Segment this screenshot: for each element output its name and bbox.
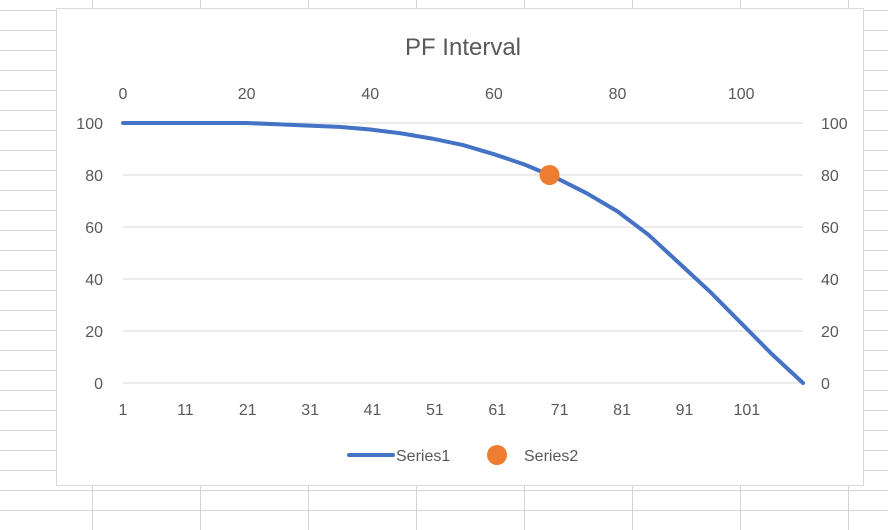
legend-series1-label: Series1 [396, 448, 450, 465]
x-tick-primary: 51 [426, 402, 444, 419]
x-tick-secondary: 0 [119, 86, 128, 103]
chart-area[interactable]: 1 11 21 31 41 51 61 71 81 91 101 0 20 40 60 80 100 0 20 4… [56, 8, 864, 486]
series1-line [121, 121, 805, 385]
x-tick-primary: 61 [488, 402, 506, 419]
y-tick-left: 20 [85, 324, 103, 341]
x-tick-primary: 11 [177, 402, 194, 419]
x-tick-primary: 41 [364, 402, 382, 419]
x-tick-primary: 21 [239, 402, 257, 419]
gridlines [123, 122, 803, 384]
chart-title: PF Interval [405, 34, 521, 61]
x-tick-primary: 81 [613, 402, 631, 419]
series2-point [539, 165, 560, 185]
y-tick-right: 80 [821, 168, 839, 185]
x-tick-secondary: 80 [609, 86, 627, 103]
y-tick-left: 60 [85, 220, 103, 237]
x-tick-primary: 91 [676, 402, 694, 419]
y-axis-right: 0 20 40 60 80 100 [821, 116, 848, 393]
secondary-x-axis: 0 20 40 60 80 100 [119, 86, 755, 103]
x-tick-primary: 1 [119, 402, 128, 419]
chart-svg: 1 11 21 31 41 51 61 71 81 91 101 0 20 40 60 80 100 0204… [76, 34, 848, 465]
y-axis-left: 0 20 40 60 80 100 [76, 116, 103, 393]
x-tick-secondary: 60 [485, 86, 503, 103]
y-tick-right: 40 [821, 272, 839, 289]
y-tick-right: 0 [821, 376, 830, 393]
legend: Series1 Series2 [347, 445, 578, 465]
series [121, 121, 805, 385]
x-tick-primary: 71 [551, 402, 569, 419]
x-tick-primary: 101 [734, 402, 761, 419]
x-tick-secondary: 20 [238, 86, 256, 103]
y-tick-right: 20 [821, 324, 839, 341]
y-tick-left: 0 [94, 376, 103, 393]
primary-x-axis: 1 11 21 31 41 51 61 71 81 91 101 [119, 402, 761, 419]
x-tick-secondary: 100 [728, 86, 755, 103]
y-tick-right: 60 [821, 220, 839, 237]
x-tick-secondary: 40 [361, 86, 379, 103]
y-tick-right: 100 [821, 116, 848, 133]
y-tick-left: 40 [85, 272, 103, 289]
y-tick-left: 80 [85, 168, 103, 185]
x-tick-primary: 31 [301, 402, 319, 419]
legend-series2-swatch [487, 445, 507, 465]
legend-series2-label: Series2 [524, 448, 578, 465]
y-tick-left: 100 [76, 116, 103, 133]
